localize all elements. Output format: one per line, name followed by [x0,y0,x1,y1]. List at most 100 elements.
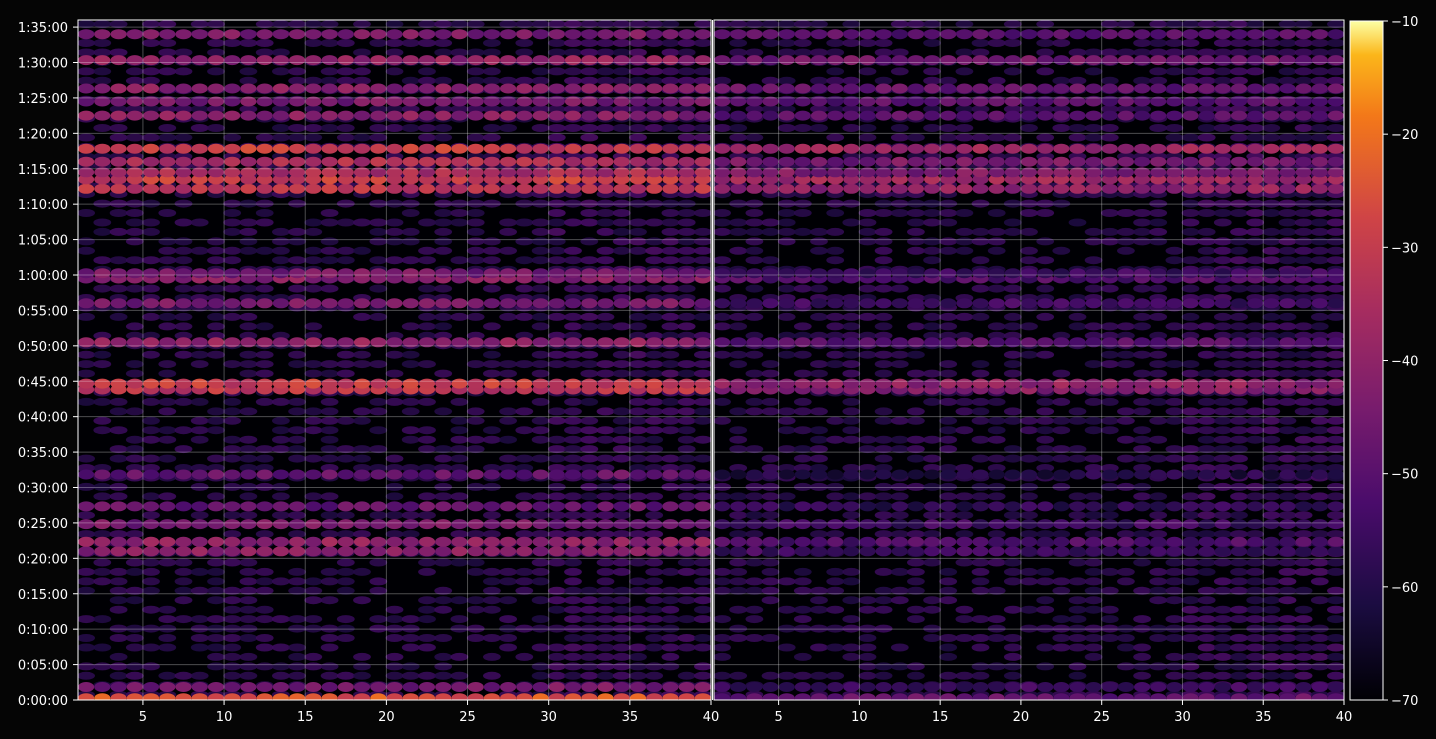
heatmap-cell [418,337,436,348]
heatmap-cell [1052,634,1071,642]
heatmap-cell [1310,199,1329,208]
heatmap-cell [483,298,500,309]
heatmap-cell [1246,237,1265,246]
heatmap-cell [386,519,403,530]
heatmap-cell [369,133,388,142]
heatmap-cell [515,20,534,29]
heatmap-cell [483,337,500,348]
heatmap-cell [272,133,290,142]
heatmap-cell [336,511,355,520]
heatmap-cell [662,682,679,692]
heatmap-cell [337,536,354,547]
heatmap-cell [125,369,144,378]
heatmap-cell [78,29,95,40]
heatmap-cell [1246,482,1265,491]
heatmap-cell [94,298,111,309]
heatmap-cell [1310,435,1329,444]
heatmap-cell [826,624,845,633]
heatmap-cell [939,133,958,142]
heatmap-cell [515,624,534,633]
heatmap-cell [564,454,582,463]
heatmap-cell [142,454,160,463]
heatmap-cell [109,407,128,416]
heatmap-cell [923,482,941,491]
heatmap-cell [1310,596,1329,605]
heatmap-cell [1003,284,1022,293]
heatmap-cell [842,322,861,331]
heatmap-cell [971,39,990,47]
heatmap-cell [1052,454,1071,463]
heatmap-cell [142,133,160,142]
heatmap-cell [629,167,647,178]
heatmap-cell [239,634,258,642]
heatmap-cell [629,124,647,132]
heatmap-cell [1327,536,1344,547]
heatmap-cell [1068,312,1087,321]
heatmap-cell [874,454,893,463]
heatmap-cell [859,682,876,692]
heatmap-cell [629,536,647,547]
heatmap-cell [746,268,763,279]
heatmap-cell [729,577,748,586]
heatmap-cell [874,482,893,491]
heatmap-cell [207,378,225,389]
heatmap-cell [1278,416,1297,425]
heatmap-cell [125,76,144,85]
heatmap-cell [1278,454,1297,463]
heatmap-cell [1197,48,1216,57]
heatmap-cell [1230,435,1248,444]
heatmap-cell [385,124,404,132]
heatmap-cell [158,435,177,444]
heatmap-cell [661,615,680,624]
heatmap-cell [730,693,747,700]
heatmap-cell [1294,227,1313,236]
heatmap-cell [1246,227,1265,236]
heatmap-cell [272,501,289,512]
heatmap-cell [1036,530,1055,539]
heatmap-cell [450,624,469,633]
heatmap-cell [971,643,990,652]
heatmap-cell [694,83,711,94]
heatmap-cell [1117,360,1135,369]
heatmap-cell [483,360,501,369]
heatmap-cell [1327,426,1344,435]
heatmap-cell [93,426,112,435]
heatmap-cell [714,693,731,700]
heatmap-cell [907,416,925,425]
heatmap-cell [369,237,388,246]
heatmap-cell [418,682,436,692]
heatmap-cell [1263,501,1280,512]
heatmap-cell [320,360,339,369]
heatmap-cell [272,96,289,107]
heatmap-cell [645,67,664,76]
heatmap-cell [142,110,160,121]
heatmap-cell [694,605,711,614]
heatmap-cell [729,511,748,520]
heatmap-cell [1279,469,1296,480]
heatmap-cell [694,634,711,642]
heatmap-cell [761,492,780,501]
heatmap-cell [714,337,731,348]
heatmap-cell [435,682,452,692]
heatmap-cell [581,110,598,121]
heatmap-cell [450,464,469,472]
heatmap-cell [714,634,731,642]
heatmap-cell [1182,298,1199,309]
heatmap-cell [1246,492,1265,501]
heatmap-cell [612,20,631,29]
heatmap-cell [435,693,452,700]
heatmap-cell [581,501,598,512]
heatmap-cell [191,83,208,94]
heatmap-cell [125,454,144,463]
heatmap-cell [337,83,354,94]
heatmap-cell [336,39,355,47]
heatmap-cell [629,322,647,331]
heatmap-cell [353,416,371,425]
heatmap-cell [272,298,289,309]
heatmap-cell [304,615,323,624]
heatmap-cell [466,596,485,605]
heatmap-cell [1003,331,1022,340]
heatmap-cell [1084,511,1103,520]
heatmap-cell [714,652,731,661]
heatmap-cell [858,492,877,501]
